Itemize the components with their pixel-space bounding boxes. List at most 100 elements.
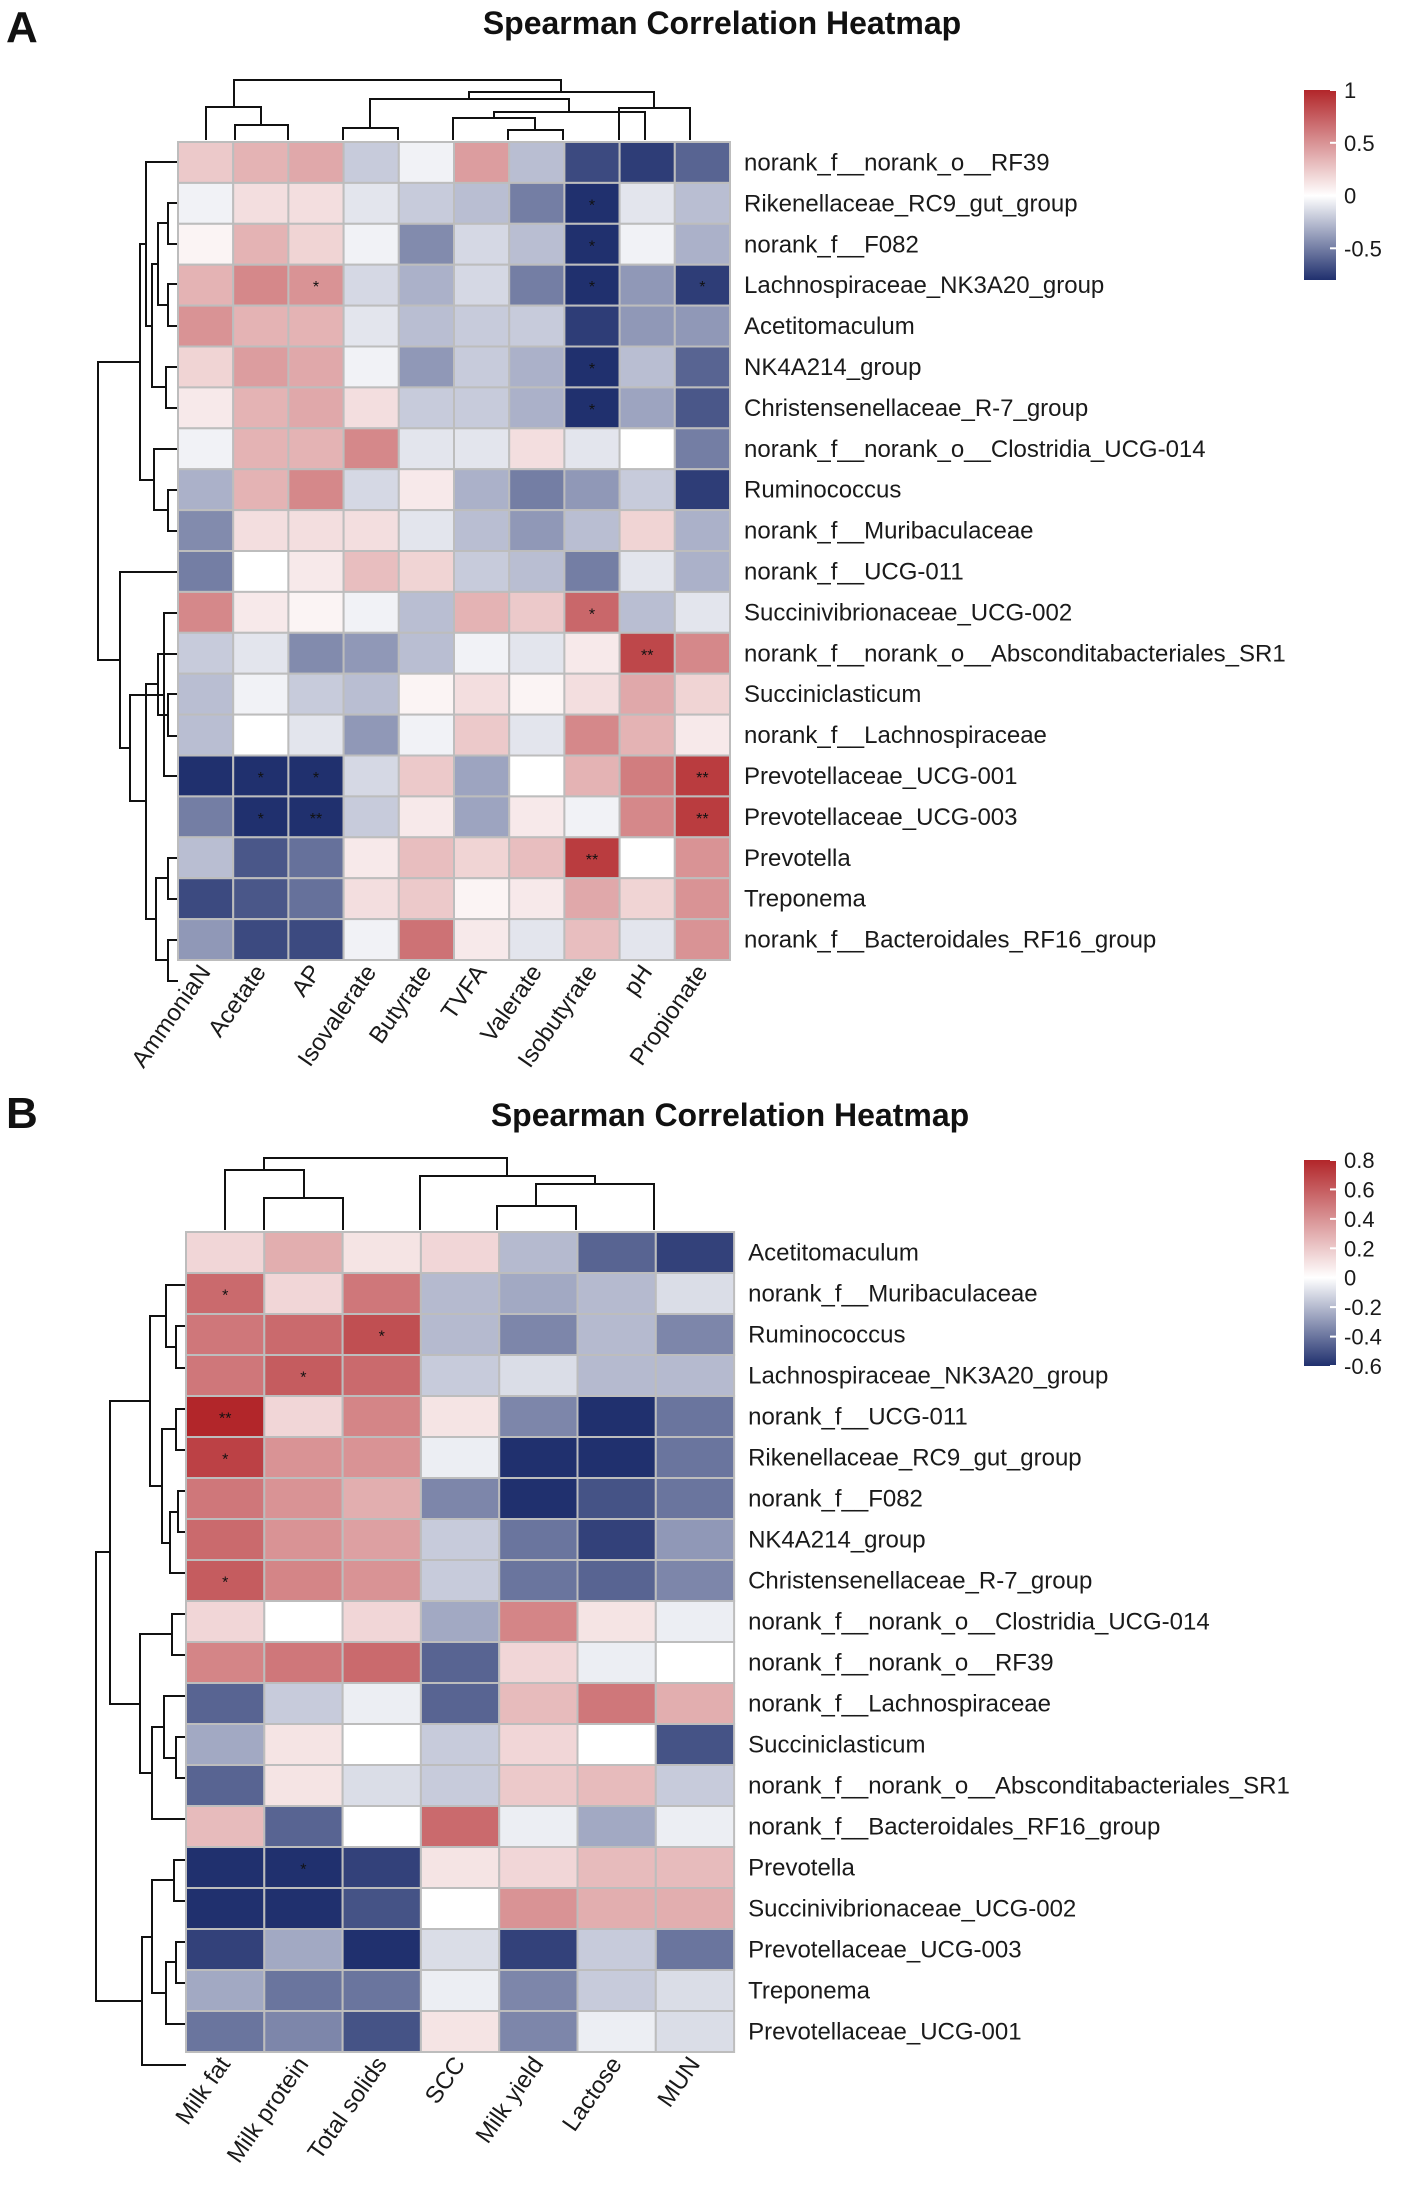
heatmap-cell	[263, 1272, 344, 1315]
heatmap-cell	[618, 877, 676, 921]
heatmap-cell	[397, 427, 455, 471]
heatmap-cell	[618, 672, 676, 716]
colorbar-tick-label: 0	[1344, 184, 1356, 209]
heatmap-cell	[341, 1559, 422, 1602]
heatmap-cell	[453, 918, 511, 961]
heatmap-cell	[232, 672, 290, 716]
heatmap-cell	[508, 345, 566, 389]
heatmap-cell	[232, 141, 290, 184]
heatmap-cell	[397, 672, 455, 716]
heatmap-cell	[563, 550, 621, 593]
panel-a-title: Spearman Correlation Heatmap	[483, 5, 961, 41]
heatmap-cell	[654, 1805, 736, 1848]
heatmap-cell	[673, 754, 731, 798]
heatmap-cell	[563, 877, 621, 921]
row-label: Prevotellaceae_UCG-003	[744, 804, 1017, 831]
heatmap-cell	[232, 713, 290, 757]
heatmap-cell	[654, 1518, 736, 1561]
significance-mark: *	[313, 279, 319, 296]
heatmap-cell	[673, 550, 731, 593]
heatmap-cell	[341, 1846, 422, 1889]
heatmap-cell	[232, 222, 290, 266]
heatmap-cell	[453, 713, 511, 757]
heatmap-cell	[342, 918, 400, 961]
heatmap-cell	[673, 509, 731, 553]
heatmap-cell	[185, 1600, 266, 1643]
colorbar-tick-label: 0.2	[1344, 1236, 1375, 1261]
significance-mark: *	[300, 1862, 306, 1879]
heatmap-cell	[341, 1887, 422, 1930]
heatmap-cell	[498, 1395, 579, 1438]
heatmap-cell	[618, 509, 676, 553]
heatmap-cell	[563, 304, 621, 348]
heatmap-cell	[419, 1272, 501, 1315]
heatmap-cell	[563, 427, 621, 471]
heatmap-cell	[419, 1928, 501, 1971]
row-label: Treponema	[748, 1978, 870, 2005]
heatmap-cell	[341, 1641, 422, 1684]
heatmap-cell	[263, 1682, 344, 1725]
heatmap-cell	[419, 1395, 501, 1438]
significance-mark: *	[589, 361, 595, 378]
heatmap-cell	[287, 141, 345, 184]
heatmap-cell	[287, 590, 345, 634]
heatmap-cell	[618, 427, 676, 471]
heatmap-cell	[654, 1354, 736, 1397]
heatmap-cell	[419, 1477, 501, 1520]
row-label: Lachnospiraceae_NK3A20_group	[744, 272, 1104, 299]
heatmap-cell	[453, 795, 511, 839]
heatmap-cell	[508, 918, 566, 961]
row-label: norank_f__Muribaculaceae	[748, 1281, 1038, 1308]
heatmap-cell	[508, 672, 566, 716]
heatmap-cell	[287, 631, 345, 675]
row-label: norank_f__norank_o__Absconditabacteriale…	[744, 640, 1286, 667]
heatmap-cell	[498, 1559, 579, 1602]
heatmap-cell	[508, 713, 566, 757]
heatmap-cell	[453, 263, 511, 307]
heatmap-cell	[673, 181, 731, 225]
colorbar-tick-label: -0.2	[1344, 1295, 1382, 1320]
heatmap-cell	[177, 754, 235, 798]
row-label: Christensenellaceae_R-7_group	[748, 1568, 1092, 1595]
significance-mark: **	[219, 1411, 231, 1428]
panel-b-title: Spearman Correlation Heatmap	[491, 1097, 969, 1133]
heatmap-cell	[419, 2010, 501, 2053]
heatmap-cell	[654, 1641, 736, 1684]
panel-a-letter: A	[6, 3, 38, 52]
row-label: NK4A214_group	[744, 354, 921, 381]
heatmap-cell	[263, 1600, 344, 1643]
significance-mark: *	[589, 279, 595, 296]
heatmap-cell	[342, 181, 400, 225]
row-label: norank_f__F082	[744, 231, 919, 258]
heatmap-cell	[177, 550, 235, 593]
heatmap-cell	[576, 1436, 657, 1479]
significance-mark: **	[310, 811, 322, 828]
heatmap-cell	[287, 386, 345, 430]
heatmap-cell	[498, 2010, 579, 2053]
heatmap-cell	[342, 631, 400, 675]
heatmap-cell	[397, 141, 455, 184]
heatmap-cell	[342, 386, 400, 430]
heatmap-cell	[618, 468, 676, 512]
heatmap-cell	[498, 1764, 579, 1807]
significance-mark: **	[696, 811, 708, 828]
heatmap-cell	[673, 304, 731, 348]
heatmap-cell	[576, 1600, 657, 1643]
column-label: Lactose	[557, 2052, 627, 2136]
row-label: norank_f__norank_o__Clostridia_UCG-014	[748, 1609, 1210, 1636]
column-label: Total solids	[302, 2052, 392, 2165]
heatmap-cell	[673, 427, 731, 471]
column-label: AmmoniaN	[126, 960, 216, 1073]
significance-mark: *	[379, 1329, 385, 1346]
heatmap-cell	[177, 263, 235, 307]
heatmap-cell	[397, 836, 455, 880]
heatmap-cell	[654, 1969, 736, 2012]
heatmap-cell	[563, 836, 621, 880]
heatmap-cell	[419, 1600, 501, 1643]
heatmap-cell	[618, 836, 676, 880]
heatmap-cell	[397, 918, 455, 961]
panel-b-row-dendrogram	[95, 1284, 186, 2066]
heatmap-cell	[177, 672, 235, 716]
heatmap-cell	[185, 1682, 266, 1725]
heatmap-cell	[341, 1436, 422, 1479]
